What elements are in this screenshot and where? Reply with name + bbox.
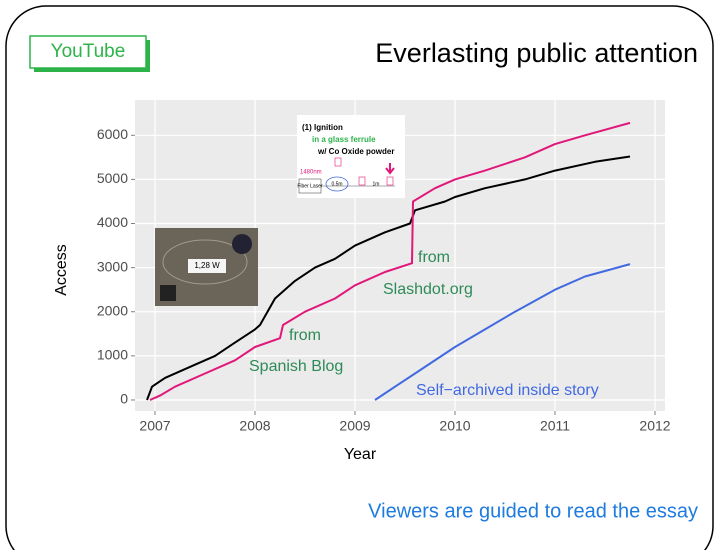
diagram-text: (1) Ignition [302, 123, 343, 132]
x-tick-label: 2010 [439, 418, 470, 434]
x-tick-label: 2011 [540, 418, 570, 434]
photo-detail [160, 285, 176, 301]
photo-label: 1,28 W [194, 261, 220, 270]
slide: YouTube Everlasting public attention 1,2… [0, 0, 719, 550]
annotation: Slashdot.org [383, 281, 473, 298]
diagram-text: 1m [373, 181, 380, 187]
slide-title: Everlasting public attention [375, 38, 698, 68]
diagram-text: w/ Co Oxide powder [317, 147, 394, 156]
y-tick-label: 4000 [97, 214, 128, 230]
photo-detail [232, 234, 252, 254]
x-tick-label: 2007 [139, 418, 170, 434]
badge-text: YouTube [51, 41, 126, 62]
annotation: from [289, 327, 321, 344]
x-axis-label: Year [344, 446, 377, 463]
x-tick-label: 2009 [339, 418, 370, 434]
y-tick-label: 1000 [97, 347, 128, 363]
annotation: from [418, 249, 450, 266]
diagram-text: Fiber Laser [297, 183, 323, 189]
x-tick-label: 2008 [239, 418, 270, 434]
diagram-text: 0.5m [331, 181, 342, 187]
x-tick-label: 2012 [639, 418, 670, 434]
y-tick-label: 6000 [97, 126, 128, 142]
diagram-text: in a glass ferrule [312, 135, 376, 144]
y-tick-label: 0 [120, 391, 128, 407]
y-tick-label: 3000 [97, 258, 128, 274]
diagram-text: 1480nm [300, 170, 322, 176]
y-tick-label: 2000 [97, 302, 128, 318]
annotation: Spanish Blog [249, 358, 343, 375]
y-axis-label: Access [53, 244, 70, 296]
footer-text: Viewers are guided to read the essay [368, 500, 698, 522]
y-tick-label: 5000 [97, 170, 128, 186]
annotation: Self−archived inside story [416, 382, 599, 399]
